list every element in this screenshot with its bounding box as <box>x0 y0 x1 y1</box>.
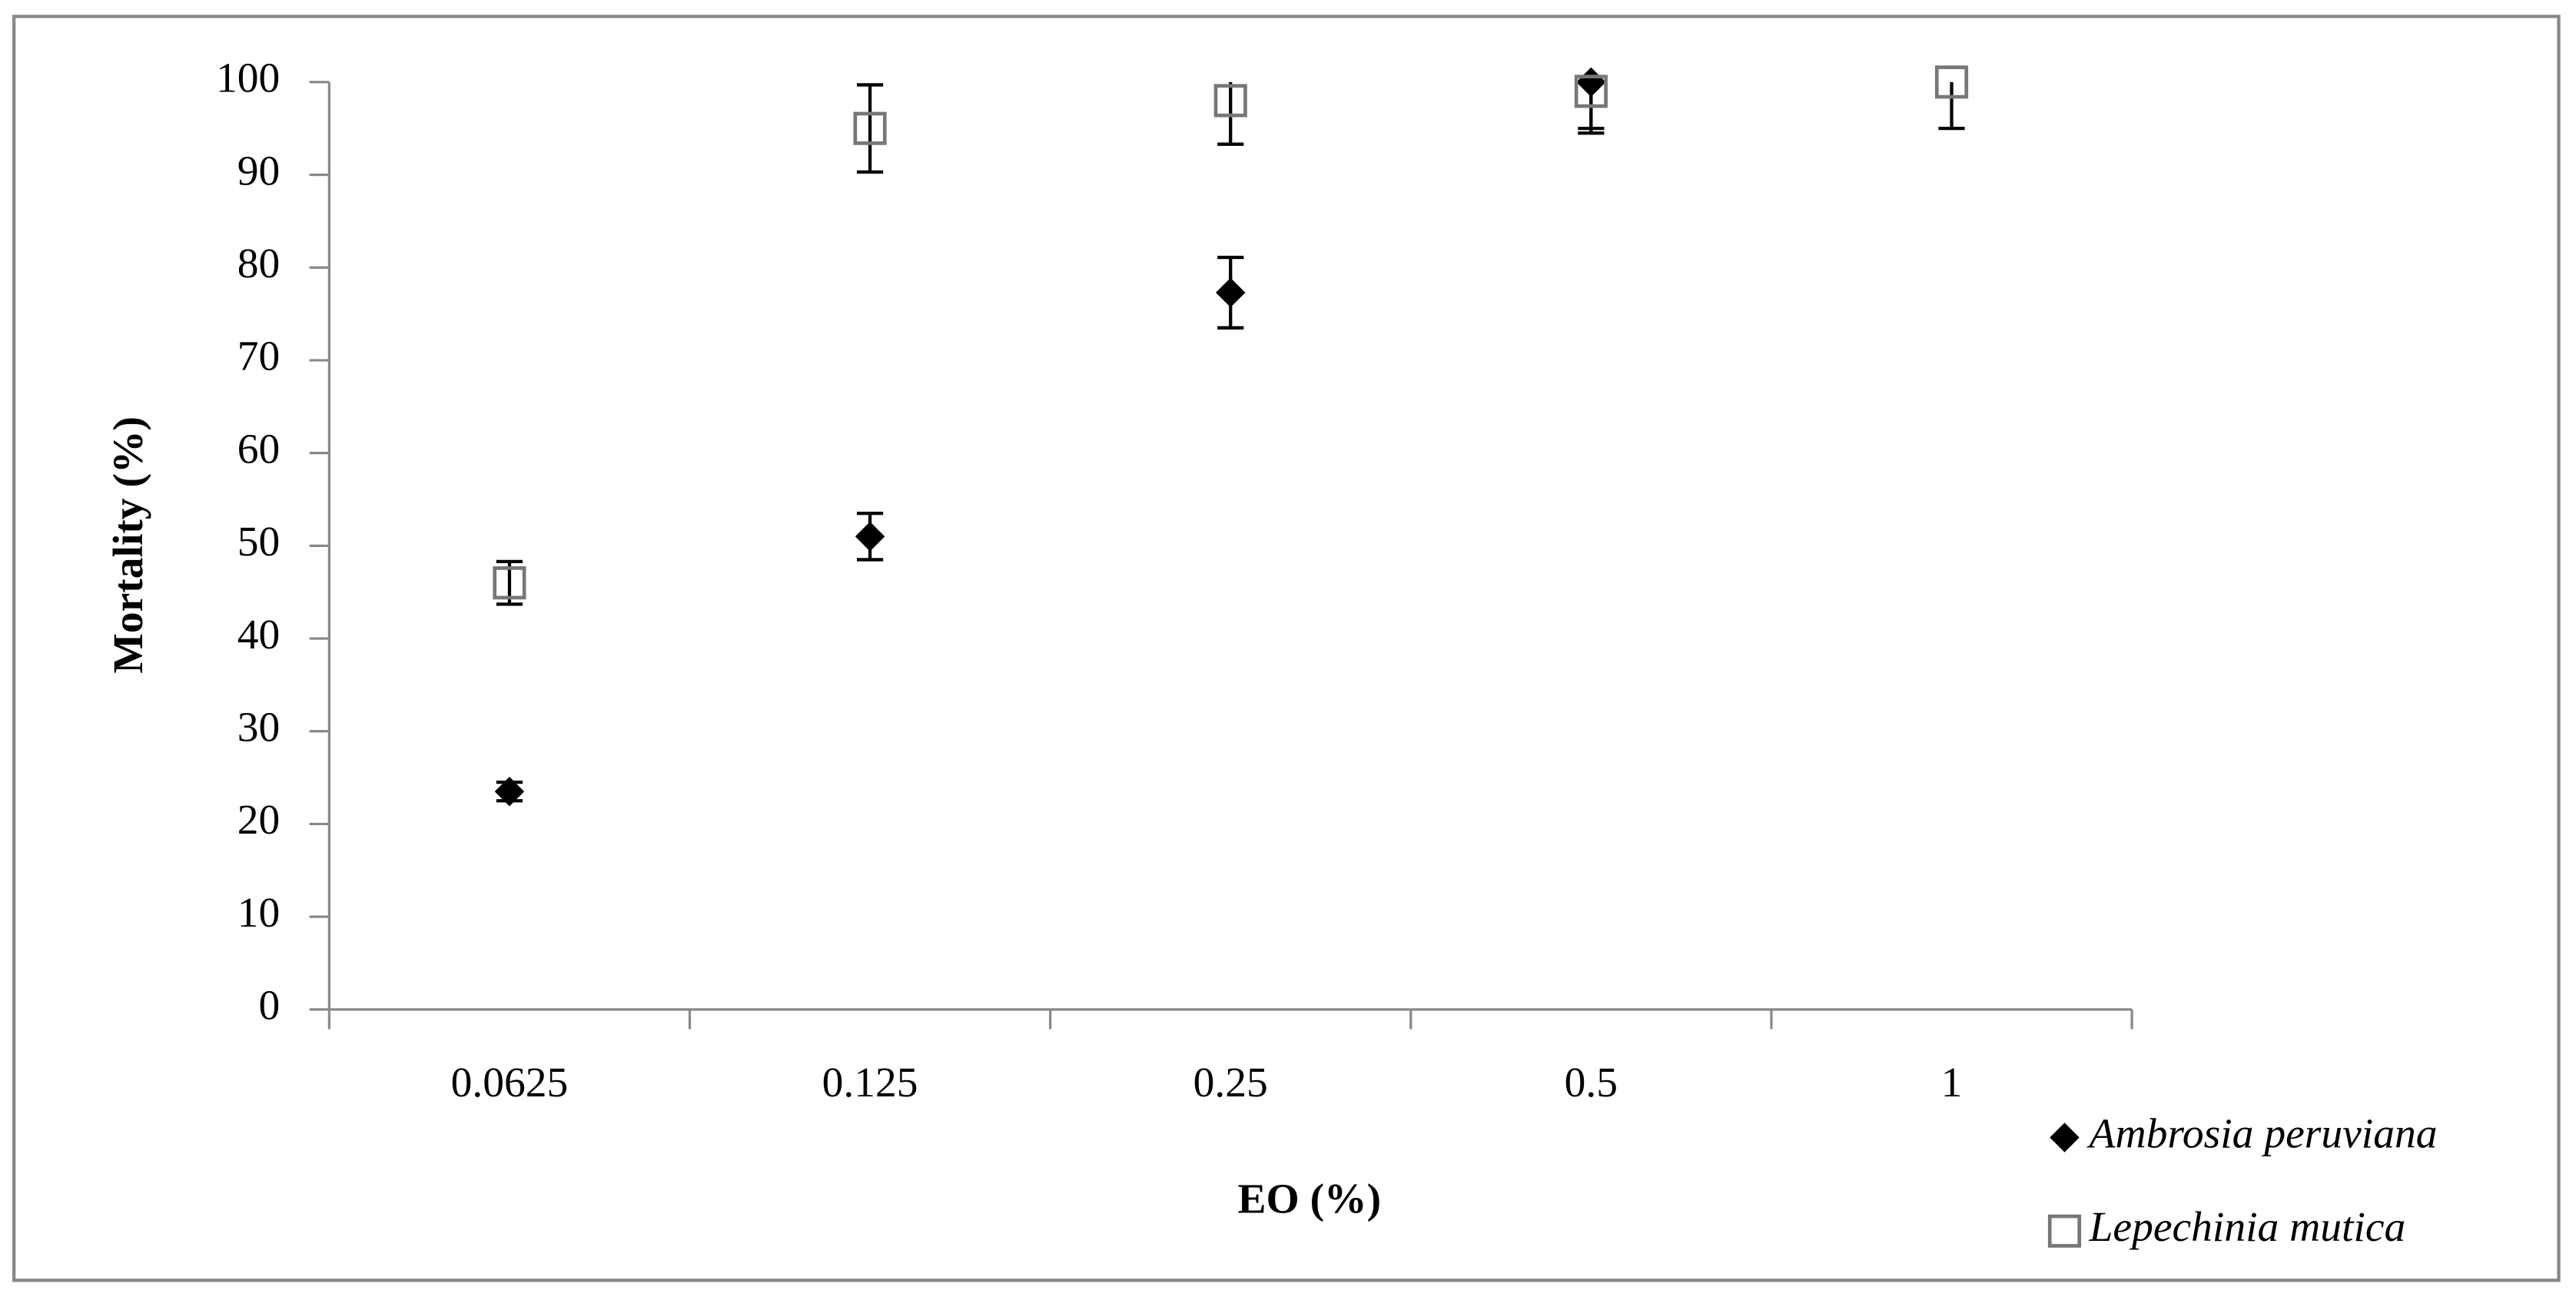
data-point <box>1576 67 1606 98</box>
y-tick-label: 20 <box>237 797 281 844</box>
y-tick-label: 50 <box>237 519 281 565</box>
data-point <box>853 111 887 145</box>
error-bar <box>1217 81 1244 146</box>
y-tick-label: 30 <box>237 705 281 751</box>
y-tick-label: 10 <box>237 890 281 937</box>
error-bar <box>1938 81 1965 131</box>
data-point <box>1934 65 1969 99</box>
x-tick-label: 0.0625 <box>451 1060 569 1106</box>
y-tick-label: 60 <box>237 426 281 473</box>
x-tick-label: 0.125 <box>822 1060 918 1106</box>
data-point <box>494 776 525 807</box>
data-point <box>1574 75 1608 108</box>
error-bars <box>496 81 1965 803</box>
plot-area: 0 10 20 30 40 50 60 70 80 90 100 0.0625 0.125 0.25 0.5… <box>216 55 2438 1251</box>
data-point <box>1213 84 1247 118</box>
y-tick-label: 0 <box>259 983 281 1030</box>
data-point <box>493 566 526 600</box>
y-tick-label: 80 <box>237 240 281 287</box>
legend-label: Ambrosia peruviana <box>2086 1110 2438 1157</box>
data-point <box>1216 277 1246 308</box>
y-axis-title: Mortality (%) <box>105 416 152 674</box>
data-point <box>855 522 885 552</box>
x-tick-label: 1 <box>1941 1060 1963 1106</box>
legend-label: Lepechinia mutica <box>2089 1204 2406 1251</box>
x-tick-label: 0.25 <box>1193 1060 1268 1106</box>
chart-border <box>12 15 2561 1282</box>
y-tick-label: 70 <box>237 333 281 380</box>
y-tick-label: 40 <box>237 612 281 658</box>
error-bar <box>856 83 884 174</box>
legend-marker <box>2050 1123 2080 1152</box>
x-axis-title: EO (%) <box>1237 1176 1381 1223</box>
y-tick-label: 100 <box>216 55 280 102</box>
x-tick-label: 0.5 <box>1565 1060 1618 1106</box>
legend-marker <box>2047 1214 2082 1248</box>
y-tick-label: 90 <box>237 148 281 194</box>
